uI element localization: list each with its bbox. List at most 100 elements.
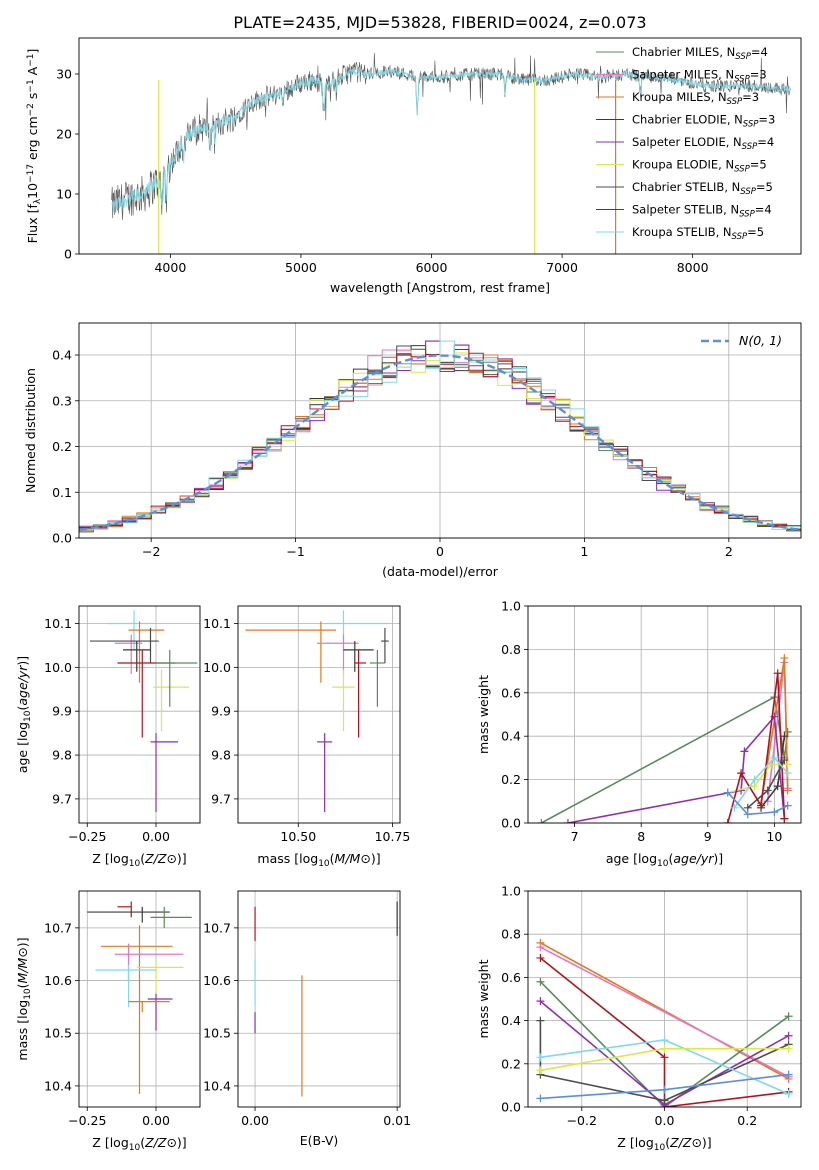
plot-area (87, 901, 192, 1094)
y-tick-label: 10.1 (203, 616, 231, 631)
weight-marker-kroupa_elodie (660, 1044, 669, 1053)
y-tick-label: 9.8 (52, 748, 72, 763)
x-axis-label: wavelength [Angstrom, rest frame] (330, 280, 550, 295)
weight-marker-salpeter_stelib (773, 669, 782, 678)
x-tick-label: 2 (725, 544, 733, 559)
x-tick-label: 8000 (677, 260, 709, 275)
weight-marker-chabrier_miles (784, 1012, 793, 1021)
plot-area (245, 610, 389, 813)
weight-marker-chabrier_elodie (780, 732, 789, 741)
axes-frame (527, 890, 802, 1108)
legend-entry: Salpeter STELIB, NSSP=4 (632, 203, 772, 220)
x-tick-label: 7 (571, 829, 579, 844)
weight-vs-age-panel: 7 8 9 10 0.0 0.2 0.4 0.6 0.8 1.0 mass weight age [l… (476, 599, 802, 869)
y-tick-label: 0.2 (52, 439, 72, 454)
weight-marker-chabrier_stelib (536, 1016, 545, 1025)
weight-marker-salpeter_stelib (737, 769, 746, 778)
weight-marker-kroupa_stelib (783, 769, 792, 778)
weight-marker-salpeter_stelib (780, 814, 789, 823)
weight-marker-kroupa_stelib (750, 775, 759, 784)
weight-marker-salpeter_stelib (536, 953, 545, 962)
axes-frame (78, 890, 201, 1108)
weight-marker-chabrier_miles (783, 727, 792, 736)
gaussian-reference-curve (79, 354, 801, 532)
errorbar-point-kroupa_miles (128, 1001, 170, 1013)
x-tick-label: 7000 (546, 260, 578, 275)
x-tick-label: 0.01 (383, 1113, 411, 1128)
errorbar-point-chabrier_elodie (123, 641, 151, 672)
weight-line-chabrier_miles (539, 981, 790, 1107)
y-tick-label: 10.6 (203, 973, 231, 988)
y-tick-label: 0.8 (501, 642, 521, 657)
weight-marker-kroupa_elodie (783, 760, 792, 769)
errorbar-point-salpeter_miles (317, 634, 359, 674)
x-tick-label: 10.50 (280, 829, 316, 844)
y-tick-label: 9.9 (52, 704, 72, 719)
weight-marker-kroupa_stelib (536, 1053, 545, 1062)
weight-line-gauss (727, 792, 789, 816)
weight-line-chabrier_stelib (539, 1020, 789, 1102)
y-tick-label: 1.0 (501, 599, 521, 614)
y-tick-label: 0.1 (52, 485, 72, 500)
x-tick-label: −2 (142, 544, 160, 559)
y-tick-label: 10.6 (44, 973, 72, 988)
errorbar-point-kroupa_miles (128, 621, 165, 683)
plot-area (111, 52, 792, 254)
errorbar-point-kroupa_miles (101, 925, 173, 1094)
x-tick-label: 6000 (416, 260, 448, 275)
x-tick-label: 0.00 (142, 829, 170, 844)
weight-marker-kroupa_stelib (660, 1036, 669, 1045)
errorbar-point-chabrier_miles (150, 906, 192, 928)
y-tick-label: 0.0 (501, 816, 521, 831)
errorbar-point-salpeter_elodie (317, 733, 333, 813)
y-tick-label: 9.7 (211, 791, 231, 806)
x-axis-label: Z [log10(Z/Z⊙)] (92, 1135, 186, 1153)
x-tick-label: 1 (580, 544, 588, 559)
y-tick-label: 0.0 (501, 1100, 521, 1115)
errorbar-point-chabrier_stelib (90, 627, 159, 663)
model-spectrum-line (111, 66, 792, 211)
residual-histogram-panel: −2 −1 0 1 2 0.0 0.1 0.2 0.3 0.4 (data-model)/error… (23, 322, 802, 579)
figure-title: PLATE=2435, MJD=53828, FIBERID=0024, z=0… (233, 13, 646, 32)
x-axis-label: age [log10(age/yr)] (606, 851, 723, 869)
weight-line-kroupa_miles (540, 942, 789, 1080)
errorbar-point-kroupa_elodie (332, 669, 355, 731)
plot-area (90, 610, 198, 813)
x-tick-label: 10.75 (375, 829, 411, 844)
x-axis-label: Z [log10(Z/Z⊙)] (92, 851, 186, 869)
weight-marker-salpeter_miles (536, 943, 545, 952)
errorbar-point-salpeter_miles (114, 943, 184, 981)
errorbar-point-chabrier_stelib (381, 627, 389, 663)
errorbar-point-chabrier_miles (156, 649, 198, 707)
x-tick-label: 0.00 (241, 1113, 269, 1128)
legend-entry: Kroupa MILES, NSSP=3 (632, 90, 759, 107)
weight-marker-salpeter_elodie (740, 747, 749, 756)
x-axis-label: E(B-V) (300, 1133, 339, 1148)
weight-marker-gauss (536, 1094, 545, 1103)
plot-area (79, 340, 801, 535)
y-tick-label: 0.6 (501, 970, 521, 985)
weight-marker-gauss (783, 801, 792, 810)
y-tick-label: 0.2 (501, 1056, 521, 1071)
weight-marker-chabrier_stelib (763, 786, 772, 795)
y-axis-label: mass weight (476, 959, 491, 1038)
weight-marker-salpeter_stelib (660, 1053, 669, 1062)
axes-frame (78, 322, 802, 539)
weight-line-salpeter_miles (540, 946, 789, 1078)
weight-line-salpeter_stelib (539, 957, 789, 1107)
x-tick-label: 8 (637, 829, 645, 844)
errorbar-point-kroupa_elodie (136, 962, 184, 994)
y-tick-label: 10.1 (44, 616, 72, 631)
x-tick-label: 4000 (154, 260, 186, 275)
x-tick-label: 0 (436, 544, 444, 559)
y-tick-label: 10.4 (44, 1078, 72, 1093)
y-tick-label: 0.2 (501, 772, 521, 787)
y-tick-label: 10 (56, 187, 72, 202)
axes-frame (78, 605, 201, 824)
y-tick-label: 0.4 (501, 729, 521, 744)
age-vs-metallicity-panel: −0.25 0.00 9.7 9.8 9.9 10.0 10.1 Z [log10(Z/Z⊙)… (15, 605, 201, 869)
weight-marker-gauss (723, 788, 732, 797)
y-axis-label: Flux [fλ10−17 erg cm−2 s−1 A−1] (25, 49, 43, 244)
weight-marker-salpeter_stelib (723, 819, 732, 823)
x-tick-label: 10 (766, 829, 782, 844)
